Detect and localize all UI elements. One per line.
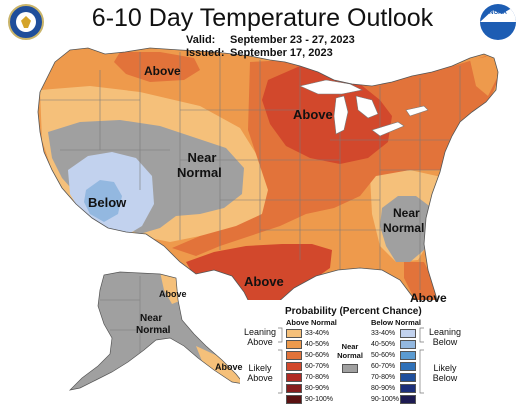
legend-range-above-1: 33-40% — [305, 330, 330, 337]
legend-leaning-below-line2: Below — [432, 337, 458, 347]
legend-range-above-3: 50-60% — [305, 352, 330, 359]
map-label-great-lakes-above: Above — [293, 107, 333, 122]
legend-likely-below-line1: Likely — [433, 363, 457, 373]
legend-swatch-above-5 — [286, 373, 302, 382]
map-label-west-near: Near — [187, 150, 217, 165]
alaska-south-lean-above — [196, 346, 244, 386]
valid-value: September 23 - 27, 2023 — [230, 34, 355, 46]
noaa-logo-text: NOAA — [489, 10, 507, 16]
map-label-alaska-normal: Normal — [136, 325, 171, 336]
lake-erie — [371, 121, 405, 137]
legend-swatch-below-2 — [400, 340, 416, 349]
legend-swatch-above-1 — [286, 329, 302, 338]
map-label-northwest-above: Above — [144, 64, 181, 78]
lake-ontario — [405, 105, 429, 117]
legend-swatch-above-3 — [286, 351, 302, 360]
map-label-texas-above: Above — [244, 274, 284, 289]
legend-swatch-below-6 — [400, 384, 416, 393]
texas-above-60-70 — [186, 244, 332, 318]
map-label-alaska-north-above: Above — [159, 289, 187, 299]
great-lakes — [299, 79, 429, 137]
state-boundaries — [40, 52, 461, 290]
issued-line: Issued: September 17, 2023 — [186, 47, 333, 59]
legend-swatch-below-5 — [400, 373, 416, 382]
alaska-outline — [68, 271, 245, 391]
legend-near-normal: Near Normal — [337, 342, 363, 360]
map-label-florida-above: Above — [410, 291, 447, 305]
map-label-alaska-near: Near — [140, 313, 163, 324]
legend-range-above-6: 80-90% — [305, 385, 330, 392]
issued-label: Issued: — [186, 47, 225, 59]
legend-likely-above-line1: Likely — [248, 363, 272, 373]
legend-range-below-4: 60-70% — [371, 363, 396, 370]
legend-swatch-below-4 — [400, 362, 416, 371]
legend-leaning-above-line2: Above — [247, 337, 273, 347]
southeast-near-normal — [380, 196, 434, 262]
legend-swatch-near-normal — [342, 364, 358, 373]
map-label-southwest-below: Below — [88, 195, 127, 210]
lake-superior — [299, 79, 363, 95]
valid-label: Valid: — [186, 34, 216, 46]
legend-likely-below: Likely Below — [426, 363, 464, 383]
map-label-west-normal: Normal — [177, 165, 222, 180]
legend-leaning-above-line1: Leaning — [243, 327, 277, 337]
legend-swatch-above-4 — [286, 362, 302, 371]
legend-near-normal-line2: Normal — [337, 351, 363, 360]
legend-leaning-above: Leaning Above — [243, 327, 277, 347]
legend-range-below-2: 40-50% — [371, 341, 396, 348]
map-label-southeast-near: Near — [393, 206, 420, 220]
legend-range-above-7: 90-100% — [305, 396, 334, 403]
northwest-above-50-60 — [114, 52, 200, 82]
legend-swatch-below-3 — [400, 351, 416, 360]
legend-likely-above-line2: Above — [247, 373, 273, 383]
legend-range-above-5: 70-80% — [305, 374, 330, 381]
map-label-alaska-south-above: Above — [215, 362, 243, 372]
conus-outline — [37, 47, 499, 327]
doc-seal-icon — [8, 4, 44, 40]
legend-below-header: Below Normal — [371, 318, 422, 327]
eagle-icon — [21, 16, 31, 28]
legend-near-normal-line1: Near — [341, 342, 359, 351]
southwest-below-40-50 — [84, 180, 122, 222]
legend-title: Probability (Percent Chance) — [285, 306, 422, 317]
lake-michigan — [333, 95, 349, 135]
legend-leaning-below-line1: Leaning — [428, 327, 462, 337]
northeast-above-40-50 — [470, 56, 498, 96]
legend-likely-below-line2: Below — [432, 373, 458, 383]
legend-range-below-1: 33-40% — [371, 330, 396, 337]
lake-huron — [355, 95, 379, 119]
legend-range-below-5: 70-80% — [371, 374, 396, 381]
legend-range-below-6: 80-90% — [371, 385, 396, 392]
legend-swatch-above-7 — [286, 395, 302, 404]
legend-swatch-above-6 — [286, 384, 302, 393]
legend-likely-above: Likely Above — [243, 363, 277, 383]
legend-swatch-above-2 — [286, 340, 302, 349]
legend-range-above-2: 40-50% — [305, 341, 330, 348]
legend-brackets — [278, 327, 424, 394]
legend-range-above-4: 60-70% — [305, 363, 330, 370]
alaska-boundaries — [100, 276, 170, 360]
legend-range-below-3: 50-60% — [371, 352, 396, 359]
legend-swatch-below-1 — [400, 329, 416, 338]
issued-value: September 17, 2023 — [230, 47, 333, 59]
noaa-logo-icon: NOAA — [480, 4, 516, 40]
page-title: 6-10 Day Temperature Outlook — [91, 4, 434, 32]
legend-above-header: Above Normal — [286, 318, 337, 327]
legend-leaning-below: Leaning Below — [426, 327, 464, 347]
legend-range-below-7: 90-100% — [371, 396, 400, 403]
map-label-southeast-normal: Normal — [383, 221, 425, 235]
valid-line: Valid: September 23 - 27, 2023 — [186, 34, 355, 46]
legend-swatch-below-7 — [400, 395, 416, 404]
